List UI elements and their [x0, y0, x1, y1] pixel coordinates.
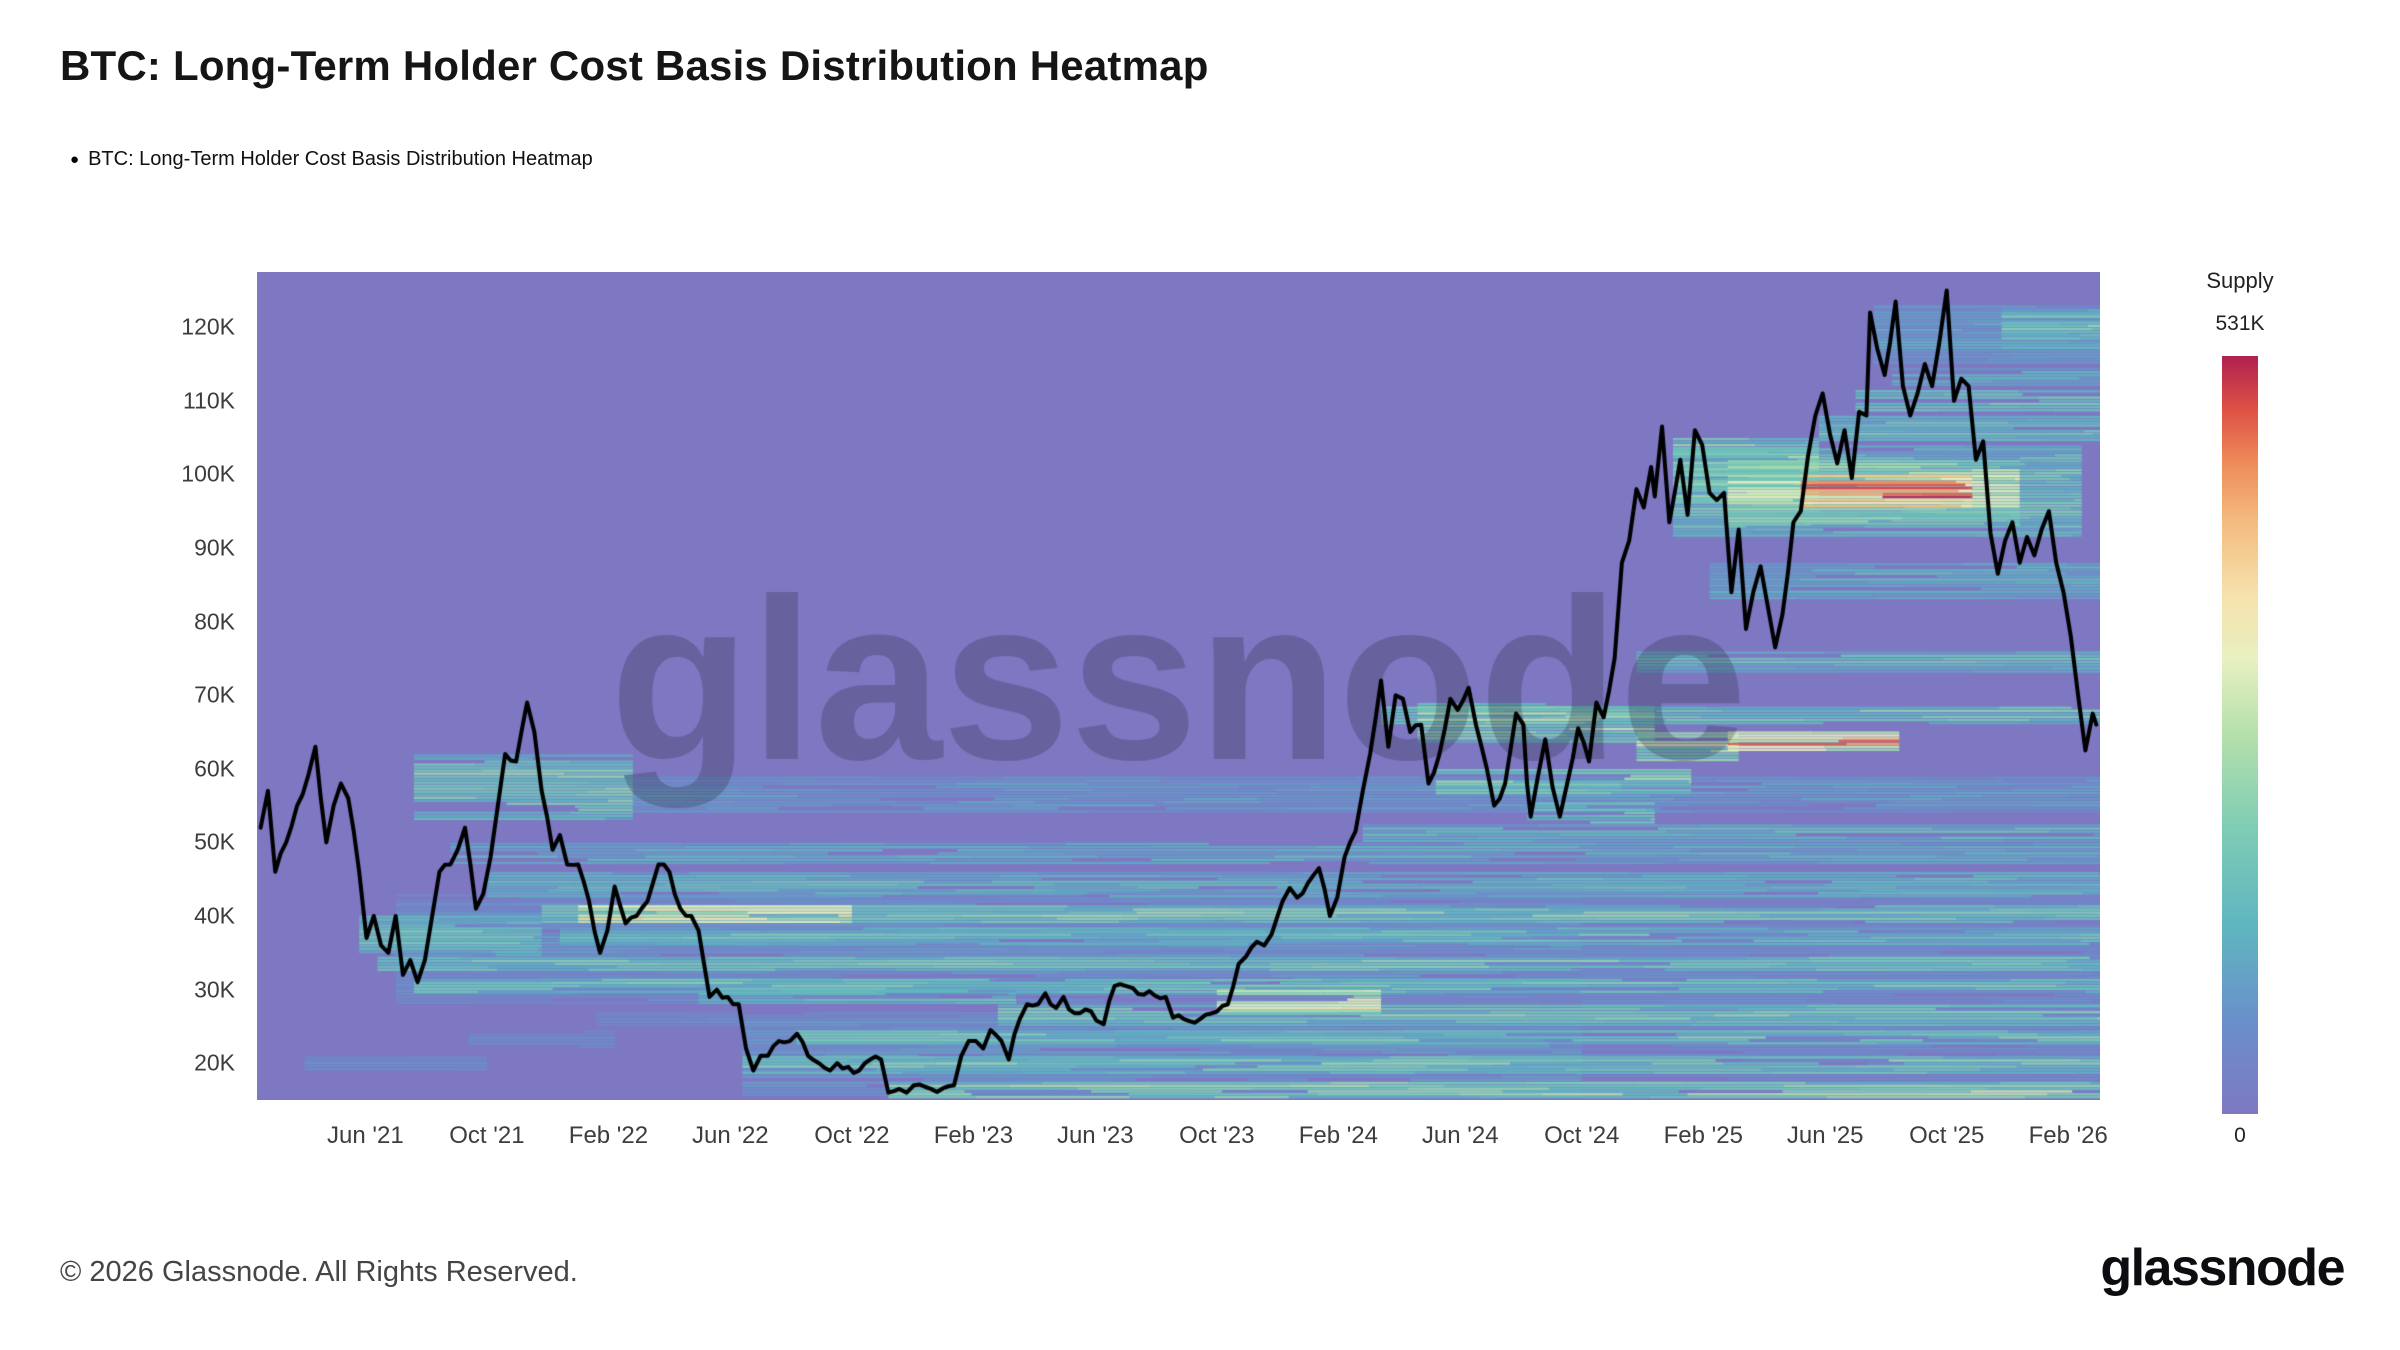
x-tick-label: Feb '24	[1298, 1122, 1378, 1149]
x-tick-label: Jun '25	[1786, 1122, 1864, 1149]
y-tick-label: 110K	[182, 387, 235, 414]
y-axis: 20K 30K 40K 50K 60K 70K 80K 90K 100K 110K 120K	[145, 272, 235, 1100]
x-tick-label: Feb '26	[2028, 1122, 2108, 1149]
y-tick-label: 40K	[194, 902, 235, 929]
x-tick-label: Oct '21	[449, 1122, 525, 1149]
chart-area: 20K 30K 40K 50K 60K 70K 80K 90K 100K 110K 120K Jun…	[181, 272, 2108, 1149]
x-tick-label: Feb '23	[933, 1122, 1014, 1149]
colorbar-gradient	[2222, 356, 2258, 1114]
legend-item[interactable]: ● BTC: Long-Term Holder Cost Basis Distr…	[70, 148, 593, 171]
y-tick-label: 70K	[194, 681, 235, 708]
x-axis: Jun '21 Oct '21 Feb '22 Jun '22 Oct '22 Feb '…	[257, 1100, 2108, 1150]
x-tick-label: Oct '24	[1544, 1122, 1620, 1149]
y-tick-label: 50K	[194, 828, 235, 855]
y-tick-label: 120K	[181, 313, 235, 340]
y-tick-label: 20K	[194, 1049, 235, 1076]
x-tick-label: Jun '23	[1056, 1122, 1134, 1149]
copyright-text: © 2026 Glassnode. All Rights Reserved.	[60, 1256, 578, 1288]
colorbar-min-value: 0	[2234, 1124, 2246, 1147]
y-tick-label: 90K	[194, 534, 235, 561]
x-tick-label: Oct '23	[1179, 1122, 1255, 1149]
colorbar-max-value: 531K	[2215, 312, 2265, 335]
x-tick-label: Feb '25	[1663, 1122, 1743, 1149]
heatmap-canvas[interactable]	[257, 272, 2100, 1100]
x-tick-label: Feb '22	[568, 1122, 649, 1149]
y-tick-label: 30K	[194, 976, 235, 1003]
colorbar-title: Supply	[2206, 268, 2274, 293]
glassnode-logo: glassnode	[2100, 1239, 2345, 1297]
x-tick-label: Oct '25	[1909, 1122, 1985, 1149]
legend-label: BTC: Long-Term Holder Cost Basis Distrib…	[88, 148, 593, 170]
legend-dot-icon: ●	[70, 151, 80, 168]
y-tick-label: 60K	[194, 755, 235, 782]
y-tick-label: 80K	[194, 608, 235, 635]
x-tick-label: Jun '21	[327, 1122, 404, 1149]
y-tick-label: 100K	[181, 460, 235, 487]
x-tick-label: Jun '22	[692, 1122, 769, 1149]
page-title: BTC: Long-Term Holder Cost Basis Distrib…	[60, 42, 1209, 89]
x-tick-label: Jun '24	[1421, 1122, 1499, 1149]
x-tick-label: Oct '22	[814, 1122, 890, 1149]
